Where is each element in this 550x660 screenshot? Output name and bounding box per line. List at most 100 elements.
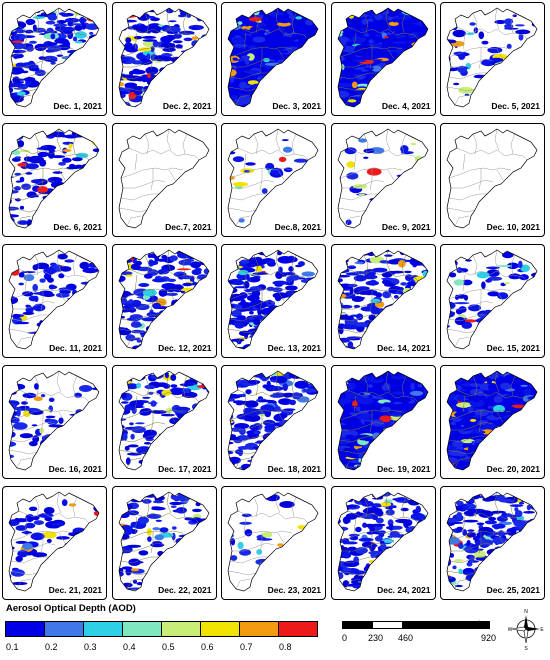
- aod-pixel-cluster: [268, 91, 282, 96]
- aod-pixel-cluster: [279, 72, 288, 79]
- city-boundary: [347, 389, 418, 403]
- aod-pixel-cluster: [9, 142, 20, 147]
- city-boundary: [448, 167, 512, 179]
- city-boundary: [291, 133, 297, 155]
- aod-pixel-cluster: [381, 279, 390, 285]
- aod-pixel-cluster: [200, 86, 207, 92]
- aod-pixel-cluster: [263, 90, 280, 97]
- aod-pixel-cluster: [187, 250, 201, 252]
- aod-pixel-cluster: [344, 392, 358, 400]
- aod-pixel-cluster: [525, 492, 537, 495]
- aod-pixel-cluster: [137, 283, 149, 287]
- aod-pixel-cluster: [279, 419, 295, 426]
- aod-pixel-cluster: [521, 427, 531, 435]
- aod-pixel-cluster: [271, 76, 281, 84]
- aod-pixel-cluster: [43, 202, 57, 208]
- aod-pixel-cluster: [27, 60, 36, 69]
- aod-pixel-cluster: [180, 339, 185, 342]
- city-boundary: [454, 215, 470, 227]
- aod-pixel-cluster: [162, 93, 178, 97]
- aod-pixel-cluster: [508, 572, 517, 577]
- city-boundary: [16, 578, 32, 590]
- aod-pixel-cluster: [169, 384, 177, 388]
- aod-pixel-cluster: [237, 269, 249, 276]
- aod-pixel-cluster: [289, 399, 296, 406]
- city-boundary: [237, 510, 309, 524]
- aod-pixel-cluster: [76, 129, 84, 134]
- aod-pixel-cluster: [364, 436, 369, 442]
- aod-pixel-cluster: [474, 74, 482, 78]
- city-boundary: [478, 168, 482, 191]
- aod-pixel-cluster: [384, 305, 395, 311]
- colorbar-tick-label: 0.6: [201, 642, 214, 652]
- aod-pixel-cluster: [495, 435, 507, 443]
- aod-pixel-cluster: [397, 455, 411, 460]
- aod-pixel-cluster: [92, 37, 99, 42]
- aod-pixel-cluster: [525, 558, 537, 561]
- aod-pixel-cluster: [473, 27, 479, 34]
- map-panel: Dec. 5, 2021: [440, 2, 545, 116]
- aod-pixel-cluster: [272, 280, 288, 285]
- aod-pixel-cluster: [46, 419, 59, 425]
- aod-pixel-cluster: [124, 568, 132, 576]
- aod-pixel-cluster: [31, 424, 38, 427]
- aod-pixel-cluster: [166, 321, 175, 325]
- aod-map: [118, 128, 209, 229]
- city-boundary: [232, 542, 275, 552]
- city-boundary: [8, 570, 38, 576]
- aod-pixel-cluster: [281, 327, 296, 335]
- aod-pixel-cluster: [380, 460, 391, 463]
- aod-pixel-cluster: [343, 505, 357, 508]
- aod-pixel-cluster: [379, 559, 392, 565]
- aod-pixel-cluster: [408, 492, 413, 496]
- aod-pixel-cluster: [238, 218, 245, 223]
- aod-pixel-cluster: [407, 301, 414, 309]
- aod-pixel-cluster: [85, 410, 97, 414]
- aod-pixel-cluster: [249, 250, 261, 254]
- aod-pixel-cluster: [404, 74, 415, 78]
- panel-date-label: Dec. 14, 2021: [377, 343, 431, 353]
- aod-pixel-cluster: [32, 435, 40, 443]
- aod-pixel-cluster: [40, 206, 54, 208]
- aod-pixel-cluster: [353, 371, 369, 374]
- aod-pixel-cluster: [90, 85, 99, 89]
- aod-pixel-cluster: [300, 432, 313, 436]
- city-boundary: [144, 375, 149, 397]
- aod-pixel-cluster: [420, 71, 428, 79]
- scale-bar-tick-label: 920: [481, 633, 497, 643]
- aod-pixel-cluster: [183, 435, 198, 438]
- aod-pixel-cluster: [527, 419, 533, 423]
- aod-pixel-cluster: [310, 407, 318, 410]
- aod-pixel-cluster: [502, 326, 510, 332]
- city-boundary: [168, 48, 175, 60]
- aod-pixel-cluster: [409, 426, 419, 431]
- city-boundary: [337, 207, 366, 213]
- aod-pixel-cluster: [168, 88, 184, 95]
- aod-pixel-cluster: [375, 454, 382, 459]
- aod-pixel-cluster: [263, 560, 269, 567]
- aod-pixel-cluster: [453, 279, 465, 286]
- aod-pixel-cluster: [60, 200, 71, 205]
- aod-pixel-cluster: [44, 446, 51, 453]
- aod-pixel-cluster: [496, 515, 508, 522]
- aod-pixel-cluster: [228, 304, 235, 309]
- city-boundary: [144, 133, 149, 155]
- aod-pixel-cluster: [529, 493, 536, 498]
- aod-pixel-cluster: [50, 577, 62, 584]
- aod-pixel-cluster: [89, 419, 96, 427]
- aod-pixel-cluster: [358, 393, 365, 396]
- aod-pixel-cluster: [521, 61, 526, 68]
- aod-pixel-cluster: [171, 575, 180, 580]
- city-boundary: [13, 542, 56, 552]
- aod-pixel-cluster: [467, 529, 475, 532]
- city-boundary: [120, 193, 159, 201]
- aod-pixel-cluster: [531, 293, 537, 302]
- aod-pixel-cluster: [178, 30, 195, 35]
- city-boundary: [235, 215, 251, 227]
- aod-pixel-cluster: [518, 536, 524, 541]
- map-panel: Dec. 11, 2021: [2, 244, 107, 358]
- city-boundary: [16, 94, 32, 106]
- city-boundary: [337, 449, 366, 455]
- aod-pixel-cluster: [394, 88, 410, 97]
- aod-pixel-cluster: [197, 577, 209, 583]
